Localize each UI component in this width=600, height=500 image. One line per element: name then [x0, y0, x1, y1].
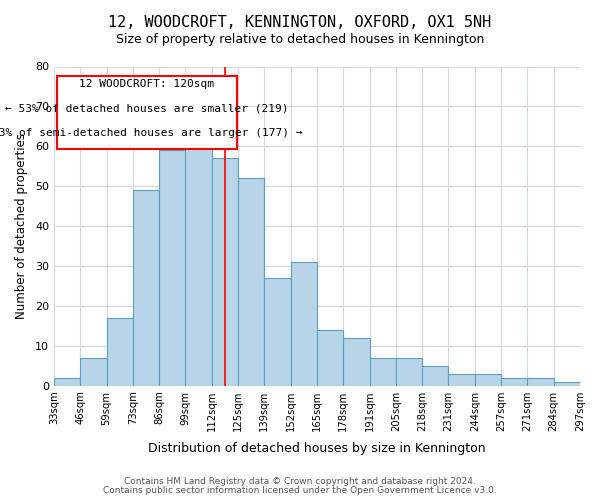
Bar	[422, 366, 448, 386]
Bar	[448, 374, 475, 386]
Bar	[212, 158, 238, 386]
Text: Size of property relative to detached houses in Kennington: Size of property relative to detached ho…	[116, 32, 484, 46]
Text: 12 WOODCROFT: 120sqm: 12 WOODCROFT: 120sqm	[79, 78, 214, 88]
Text: Contains public sector information licensed under the Open Government Licence v3: Contains public sector information licen…	[103, 486, 497, 495]
Bar	[54, 378, 80, 386]
Bar	[475, 374, 501, 386]
X-axis label: Distribution of detached houses by size in Kennington: Distribution of detached houses by size …	[148, 442, 486, 455]
Bar	[527, 378, 554, 386]
Bar	[396, 358, 422, 386]
Bar	[159, 150, 185, 386]
Bar	[265, 278, 290, 386]
Text: Contains HM Land Registry data © Crown copyright and database right 2024.: Contains HM Land Registry data © Crown c…	[124, 477, 476, 486]
Bar	[501, 378, 527, 386]
Bar	[290, 262, 317, 386]
Bar	[317, 330, 343, 386]
Bar	[554, 382, 580, 386]
Bar	[80, 358, 107, 386]
Bar	[238, 178, 265, 386]
Bar	[370, 358, 396, 386]
Bar	[107, 318, 133, 386]
Text: ← 53% of detached houses are smaller (219): ← 53% of detached houses are smaller (21…	[5, 103, 289, 113]
Bar	[133, 190, 159, 386]
Text: 43% of semi-detached houses are larger (177) →: 43% of semi-detached houses are larger (…	[0, 128, 302, 138]
Bar	[185, 138, 212, 386]
Bar	[343, 338, 370, 386]
Y-axis label: Number of detached properties: Number of detached properties	[15, 133, 28, 319]
Text: 12, WOODCROFT, KENNINGTON, OXFORD, OX1 5NH: 12, WOODCROFT, KENNINGTON, OXFORD, OX1 5…	[109, 15, 491, 30]
